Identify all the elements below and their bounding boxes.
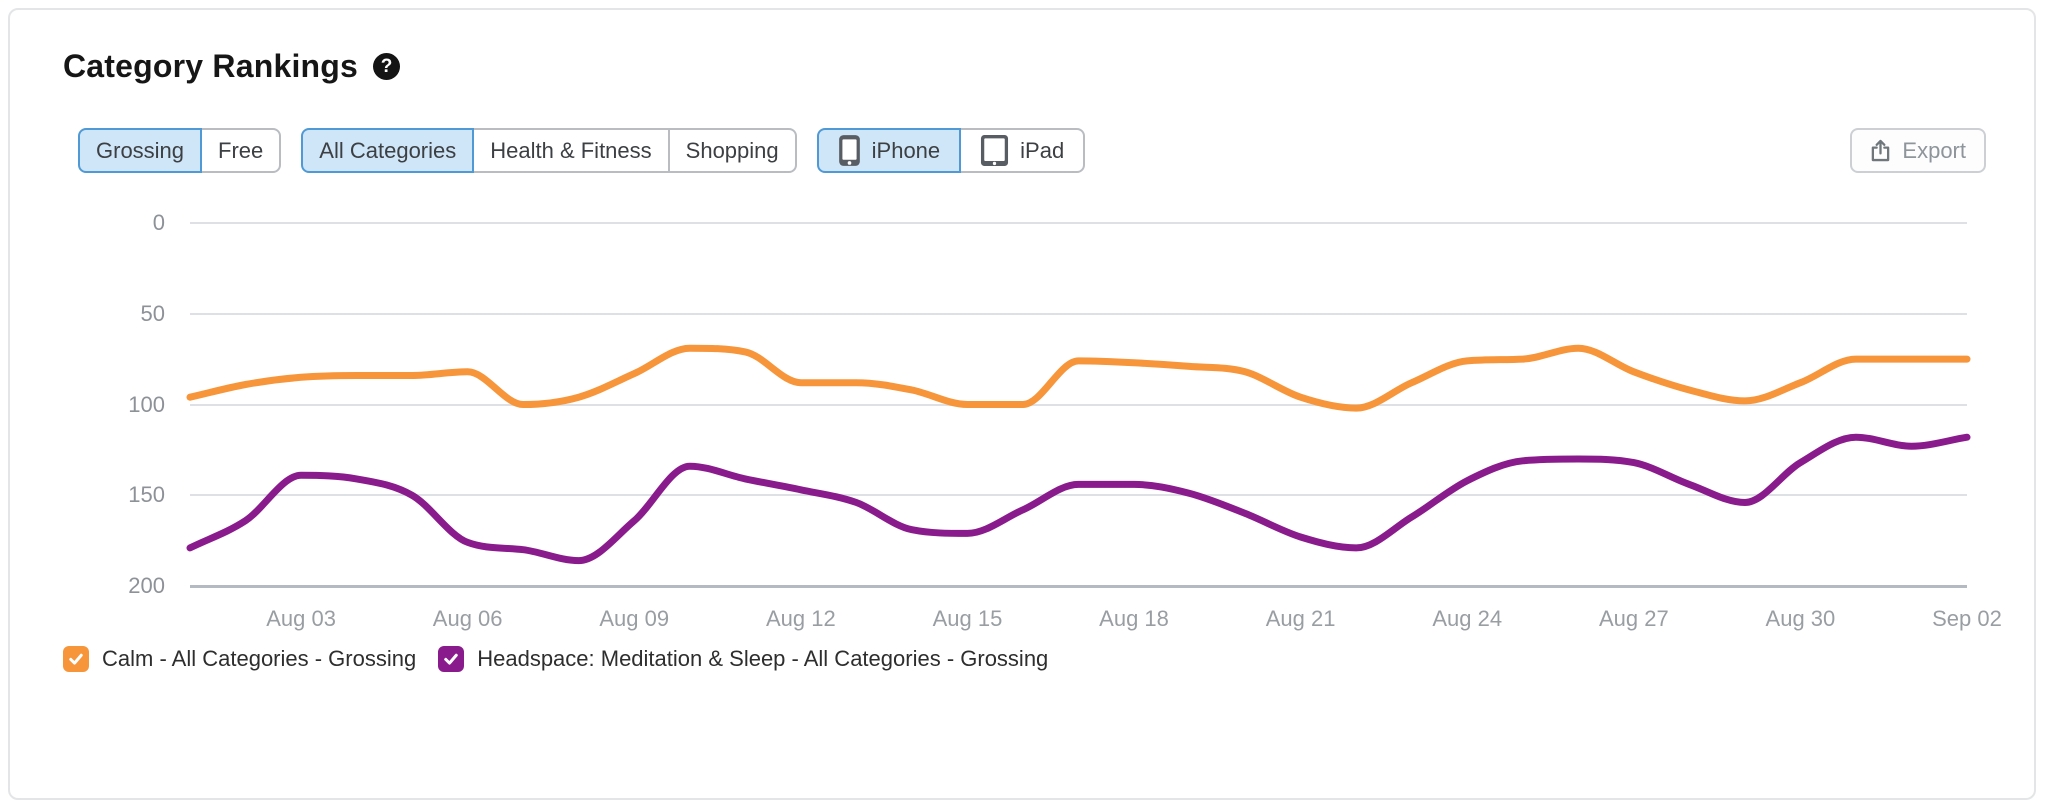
legend-checkbox-calm[interactable] <box>63 646 89 672</box>
legend-label: Headspace: Meditation & Sleep - All Cate… <box>477 646 1049 671</box>
gridline-y-50 <box>190 312 1967 315</box>
chart-type-button-label: Grossing <box>96 137 185 163</box>
x-axis-tick-label: Aug 18 <box>1099 606 1169 631</box>
device-button-ipad[interactable]: iPad <box>959 128 1086 173</box>
device-button-group: iPhone iPad <box>816 128 1086 173</box>
toolbar: Grossing Free All Categories Health & Fitne… <box>78 128 1086 173</box>
category-button-group: All Categories Health & Fitness Shopping <box>301 128 797 173</box>
x-axis-tick-label: Aug 21 <box>1265 606 1336 631</box>
gridline-y-100 <box>190 403 1967 406</box>
page-title: Category Rankings <box>63 48 359 84</box>
checkmark-icon <box>442 650 460 668</box>
x-axis-tick-label: Aug 03 <box>266 606 336 631</box>
legend-checkbox-headspace[interactable] <box>438 646 465 672</box>
x-axis-tick-label: Aug 24 <box>1432 606 1503 631</box>
category-rankings-panel: Category Rankings ? Grossing Free All Cate… <box>8 8 2036 800</box>
device-button-label: iPhone <box>871 137 941 163</box>
export-button-label: Export <box>1902 137 1966 163</box>
category-button-all-categories[interactable]: All Categories <box>301 128 475 173</box>
question-circle-icon[interactable]: ? <box>373 53 401 80</box>
legend-label: Calm - All Categories - Grossing <box>102 646 417 671</box>
category-button-label: Health & Fitness <box>490 137 652 163</box>
gridline-y-150 <box>190 494 1967 497</box>
y-axis-tick-label: 200 <box>128 573 165 598</box>
chart-type-button-label: Free <box>218 137 264 163</box>
legend-item-headspace: Headspace: Meditation & Sleep - All Cate… <box>438 646 1048 672</box>
chart-type-button-group: Grossing Free <box>78 128 282 173</box>
x-axis-tick-label: Sep 02 <box>1932 606 2002 631</box>
export-icon <box>1870 139 1891 162</box>
y-axis-tick-label: 100 <box>128 391 165 417</box>
headspace-series-line <box>186 433 1971 565</box>
gridline-y-0 <box>190 222 1967 224</box>
x-axis-tick-label: Aug 27 <box>1598 606 1669 631</box>
chart-legend: Calm - All Categories - Grossing Headspac… <box>63 646 1048 672</box>
x-axis-tick-label: Aug 09 <box>599 606 670 631</box>
category-button-label: All Categories <box>319 137 457 163</box>
legend-item-calm: Calm - All Categories - Grossing <box>63 646 416 672</box>
chart-type-button-grossing[interactable]: Grossing <box>78 128 203 173</box>
category-button-shopping[interactable]: Shopping <box>667 128 797 173</box>
device-button-iphone[interactable]: iPhone <box>816 128 962 173</box>
y-axis-tick-label: 0 <box>152 210 165 235</box>
y-axis-tick-label: 50 <box>140 300 165 326</box>
x-axis-tick-label: Aug 12 <box>765 606 836 631</box>
gridline-y-200 <box>190 585 1967 588</box>
category-button-health-fitness[interactable]: Health & Fitness <box>472 128 670 173</box>
x-axis-tick-label: Aug 06 <box>432 606 503 631</box>
iphone-icon <box>838 134 861 167</box>
calm-series-line <box>186 344 1971 412</box>
export-button[interactable]: Export <box>1850 128 1986 173</box>
device-button-label: iPad <box>1020 137 1065 163</box>
checkmark-icon <box>67 650 85 668</box>
x-axis-tick-label: Aug 15 <box>932 606 1003 631</box>
x-axis-tick-label: Aug 30 <box>1765 606 1836 631</box>
chart-type-button-free[interactable]: Free <box>200 128 282 173</box>
category-button-label: Shopping <box>685 137 779 163</box>
ipad-icon <box>980 134 1009 167</box>
panel-header: Category Rankings ? <box>63 48 401 85</box>
y-axis-tick-label: 150 <box>128 482 165 508</box>
